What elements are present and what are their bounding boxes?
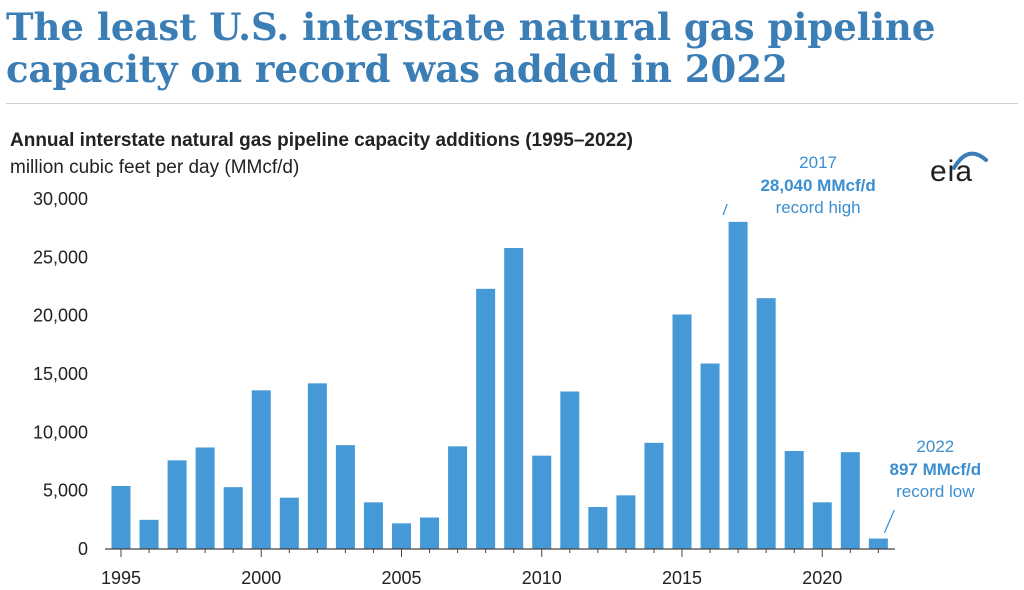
bar-2021: [840, 452, 860, 549]
bar-2008: [476, 288, 496, 549]
bar-2022: [868, 538, 888, 549]
y-tick-label: 30,000: [33, 189, 88, 209]
bar-2005: [392, 523, 411, 549]
bar-1997: [167, 460, 187, 549]
bar-1999: [223, 487, 243, 549]
bar-2006: [420, 517, 440, 549]
bar-2014: [644, 442, 664, 549]
bar-1998: [195, 447, 215, 549]
annotation-low-year: 2022: [916, 437, 954, 456]
y-tick-label: 15,000: [33, 364, 88, 384]
bar-1995: [111, 486, 131, 549]
bar-2010: [532, 455, 552, 549]
bar-2009: [504, 248, 524, 549]
chart-title: Annual interstate natural gas pipeline c…: [10, 130, 633, 151]
y-tick-label: 0: [78, 539, 88, 559]
x-tick-label: 2000: [241, 568, 281, 588]
annotation-high-leader: [722, 203, 728, 216]
y-tick-label: 10,000: [33, 422, 88, 442]
y-axis-units: million cubic feet per day (MMcf/d): [10, 157, 300, 178]
annotation-low-value: 897 MMcf/d: [890, 460, 982, 479]
y-tick-label: 20,000: [33, 306, 88, 326]
x-tick-label: 2010: [522, 568, 562, 588]
bar-2007: [448, 446, 468, 549]
headline: The least U.S. interstate natural gas pi…: [6, 5, 936, 91]
bar-2011: [560, 391, 580, 549]
bar-2000: [251, 390, 271, 549]
annotation-high-note: record high: [776, 198, 861, 217]
annotation-low-leader: [883, 509, 895, 534]
bar-2013: [616, 495, 636, 549]
y-tick-label: 5,000: [43, 481, 88, 501]
annotation-high-year: 2017: [799, 153, 837, 172]
x-tick-label: 2005: [381, 568, 421, 588]
bar-2019: [784, 451, 804, 549]
bar-2017: [728, 221, 748, 549]
bar-2020: [812, 502, 832, 549]
x-tick-label: 2015: [662, 568, 702, 588]
bar-2002: [307, 383, 327, 549]
bar-2015: [672, 314, 692, 549]
bar-2001: [279, 497, 299, 549]
eia-logo-arc-icon: [952, 151, 988, 170]
annotation-high-value: 28,040 MMcf/d: [760, 176, 875, 195]
bar-2012: [588, 507, 608, 549]
bar-1996: [139, 519, 159, 549]
bar-2004: [363, 502, 383, 549]
bar-2003: [335, 445, 355, 549]
x-tick-label: 1995: [101, 568, 141, 588]
divider: [6, 103, 1018, 104]
bar-2018: [756, 298, 776, 549]
eia-logo: eia: [930, 155, 974, 188]
bar-2016: [700, 363, 720, 549]
annotation-low-note: record low: [896, 482, 975, 501]
x-tick-label: 2020: [802, 568, 842, 588]
y-tick-label: 25,000: [33, 247, 88, 267]
